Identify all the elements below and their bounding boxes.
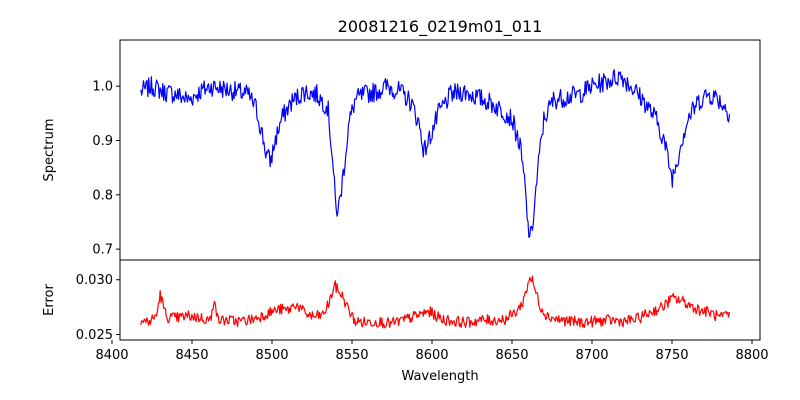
x-tick-label: 8500 xyxy=(255,348,288,363)
x-tick-label: 8650 xyxy=(495,348,528,363)
chart-title: 20081216_0219m01_011 xyxy=(338,17,543,37)
panels-layer: 0.7 0.8 0.9 1.0 Spectrum 0.025 0.030 Error 8400 8… xyxy=(42,39,769,363)
x-tick-label: 8750 xyxy=(655,348,688,363)
y-axis-label: Error xyxy=(42,284,57,316)
x-tick-label: 8550 xyxy=(335,348,368,363)
x-tick-label: 8700 xyxy=(575,348,608,363)
x-tick-label: 8800 xyxy=(735,348,768,363)
x-axis-label: Wavelength xyxy=(401,369,478,384)
x-tick-label: 8600 xyxy=(415,348,448,363)
y-axis-label: Spectrum xyxy=(42,119,57,182)
x-tick-label: 8450 xyxy=(175,348,208,363)
spectrum-series-line xyxy=(140,69,731,238)
y-tick-label: 0.7 xyxy=(92,243,113,258)
y-tick-label: 0.8 xyxy=(92,188,113,203)
error-series-line xyxy=(140,275,731,329)
y-tick-label: 0.9 xyxy=(92,134,113,149)
axes-frame xyxy=(119,259,761,341)
panel-error: 0.025 0.030 Error xyxy=(42,259,761,343)
y-tick-label: 0.025 xyxy=(76,328,113,343)
y-tick-label: 1.0 xyxy=(92,80,113,95)
y-tick-label: 0.030 xyxy=(76,273,113,288)
x-tick-label: 8400 xyxy=(95,348,128,363)
